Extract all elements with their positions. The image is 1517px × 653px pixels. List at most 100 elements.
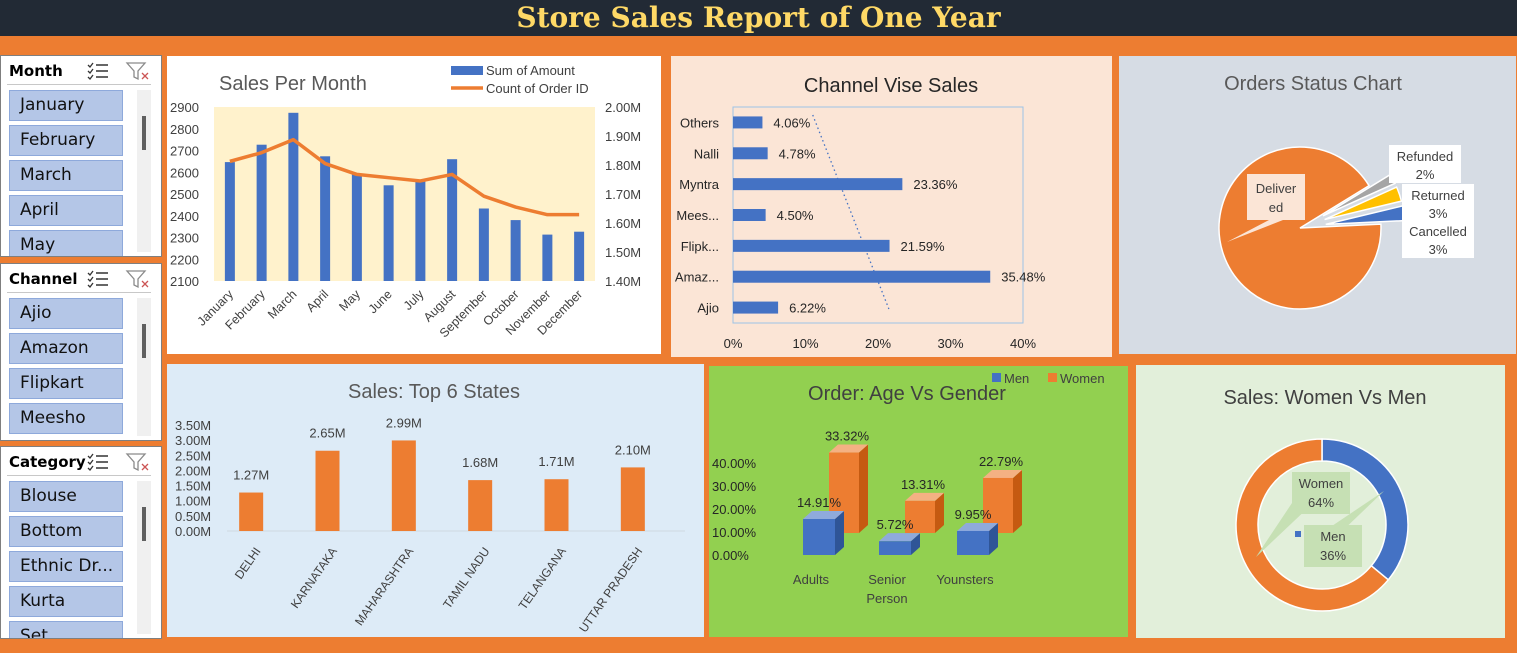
clear-filter-icon[interactable] [125,268,151,290]
slicer-item-april[interactable]: April [9,195,123,226]
category-slicer[interactable]: Category Blouse Bottom Ethnic Dr... Kurt… [0,446,162,639]
y-tick-label: 3.00M [175,433,211,448]
chart-title: Order: Age Vs Gender [808,383,1006,405]
clear-filter-icon[interactable] [125,451,151,473]
slicer-item-amazon[interactable]: Amazon [9,333,123,364]
women-men-panel: Sales: Women Vs Men Women 64% Men 36% [1136,365,1505,638]
slicer-scroll-thumb[interactable] [142,507,146,541]
channel-slicer-title: Channel [9,270,78,288]
bar-men-0-top [803,510,844,519]
category-label: Others [680,115,720,130]
label-box-returned [1402,184,1474,222]
sales-per-month-panel: Sales Per Month 2100 2200 2300 2400 2500 2600 2… [167,56,661,354]
multi-select-icon[interactable] [85,268,111,290]
legend-label-count: Count of Order ID [486,81,589,96]
bar-ajio [733,301,779,314]
channel-slicer-items: Ajio Amazon Flipkart Meesho [9,298,127,440]
bar-nalli [733,147,768,160]
bar-others [733,116,763,129]
slicer-scrollbar[interactable] [137,90,151,252]
channel-slicer[interactable]: Channel Ajio Amazon Flipkart Meesho [0,263,162,441]
y-tick-label: 1.00M [175,494,211,509]
bar-august [447,159,458,281]
y-tick-label: 0.00% [712,548,749,563]
bar-october [510,220,521,281]
legend-label-amount: Sum of Amount [486,63,575,78]
slicer-item-blouse[interactable]: Blouse [9,481,123,512]
slicer-item-may[interactable]: May [9,230,123,256]
clear-filter-icon[interactable] [125,60,151,82]
left-tick-label: 2700 [170,144,199,159]
slicer-item-ajio[interactable]: Ajio [9,298,123,329]
report-title: Store Sales Report of One Year [516,1,1001,34]
chart-title: Sales: Top 6 States [348,381,520,403]
chart-title: Channel Vise Sales [804,75,978,97]
slicer-divider [7,292,151,293]
slice-label-men: Men [1320,529,1345,544]
data-label-men: 14.91% [797,495,842,510]
slicer-scrollbar[interactable] [137,481,151,634]
left-tick-label: 2400 [170,209,199,224]
data-label-women: 33.32% [825,429,870,444]
month-slicer[interactable]: Month January February March April May [0,55,162,257]
slicer-divider [7,84,151,85]
x-tick-label: 0% [724,336,743,351]
slicer-item-january[interactable]: January [9,90,123,121]
slicer-item-flipkart[interactable]: Flipkart [9,368,123,399]
slicer-item-february[interactable]: February [9,125,123,156]
bar-men-2 [957,530,989,555]
data-label: 4.06% [773,115,810,130]
bar-mees [733,209,766,221]
slicer-item-bottom[interactable]: Bottom [9,516,123,547]
sales-per-month-chart: Sales Per Month 2100 2200 2300 2400 2500 2600 2… [170,63,641,340]
category-label: Nalli [694,146,719,161]
slicer-scrollbar[interactable] [137,298,151,436]
data-label-men: 5.72% [877,517,914,532]
x-tick-label: 30% [937,336,963,351]
bar-women-1-top [905,492,944,501]
slice-label-refunded: Refunded [1397,149,1453,164]
data-label-women: 22.79% [979,454,1024,469]
bar-women-0-top [829,444,868,453]
bar-december [574,231,585,281]
slicer-scroll-thumb[interactable] [142,324,146,358]
slicer-item-march[interactable]: March [9,160,123,191]
category-slicer-title: Category [9,453,86,471]
y-tick-label: 1.50M [175,479,211,494]
x-tick-label: May [336,287,363,314]
slicer-item-set[interactable]: Set [9,621,123,638]
multi-select-icon[interactable] [85,451,111,473]
x-tick-label: DELHI [232,545,264,582]
bar-tamil-nadu [468,480,493,531]
x-tick-label: MAHARASHTRA [352,545,416,628]
label-box-delivered [1247,174,1305,220]
bar-delhi [239,492,264,531]
y-tick-label: 2.00M [175,463,211,478]
x-tick-label: 20% [865,336,891,351]
slice-pct-refunded: 2% [1416,167,1435,182]
bar-men-1-top [879,533,920,542]
report-title-bar: Store Sales Report of One Year [0,0,1517,36]
slicer-item-meesho[interactable]: Meesho [9,403,123,434]
category-label: Flipk... [681,239,719,254]
multi-select-icon[interactable] [85,60,111,82]
x-tick-label: April [304,287,332,315]
bar-women-1 [905,500,935,533]
slicer-item-ethnic-dress[interactable]: Ethnic Dr... [9,551,123,582]
doughnut-slice-women [1235,438,1390,612]
x-tick-label: 10% [792,336,818,351]
left-tick-label: 2800 [170,122,199,137]
slicer-scroll-thumb[interactable] [142,116,146,150]
left-tick-label: 2100 [170,274,199,289]
orders-status-panel: Orders Status Chart Deliver ed Refunded 2% Re… [1119,56,1516,354]
data-label: 2.65M [309,426,345,441]
x-tick-label-1a: Senior [868,572,906,587]
right-tick-label: 1.90M [605,129,641,144]
slicer-item-kurta[interactable]: Kurta [9,586,123,617]
y-tick-label: 3.50M [175,418,211,433]
label-box-refunded [1389,145,1461,183]
x-tick-label: TAMIL NADU [440,545,492,611]
data-label: 23.36% [913,177,958,192]
x-tick-label: 40% [1010,336,1036,351]
